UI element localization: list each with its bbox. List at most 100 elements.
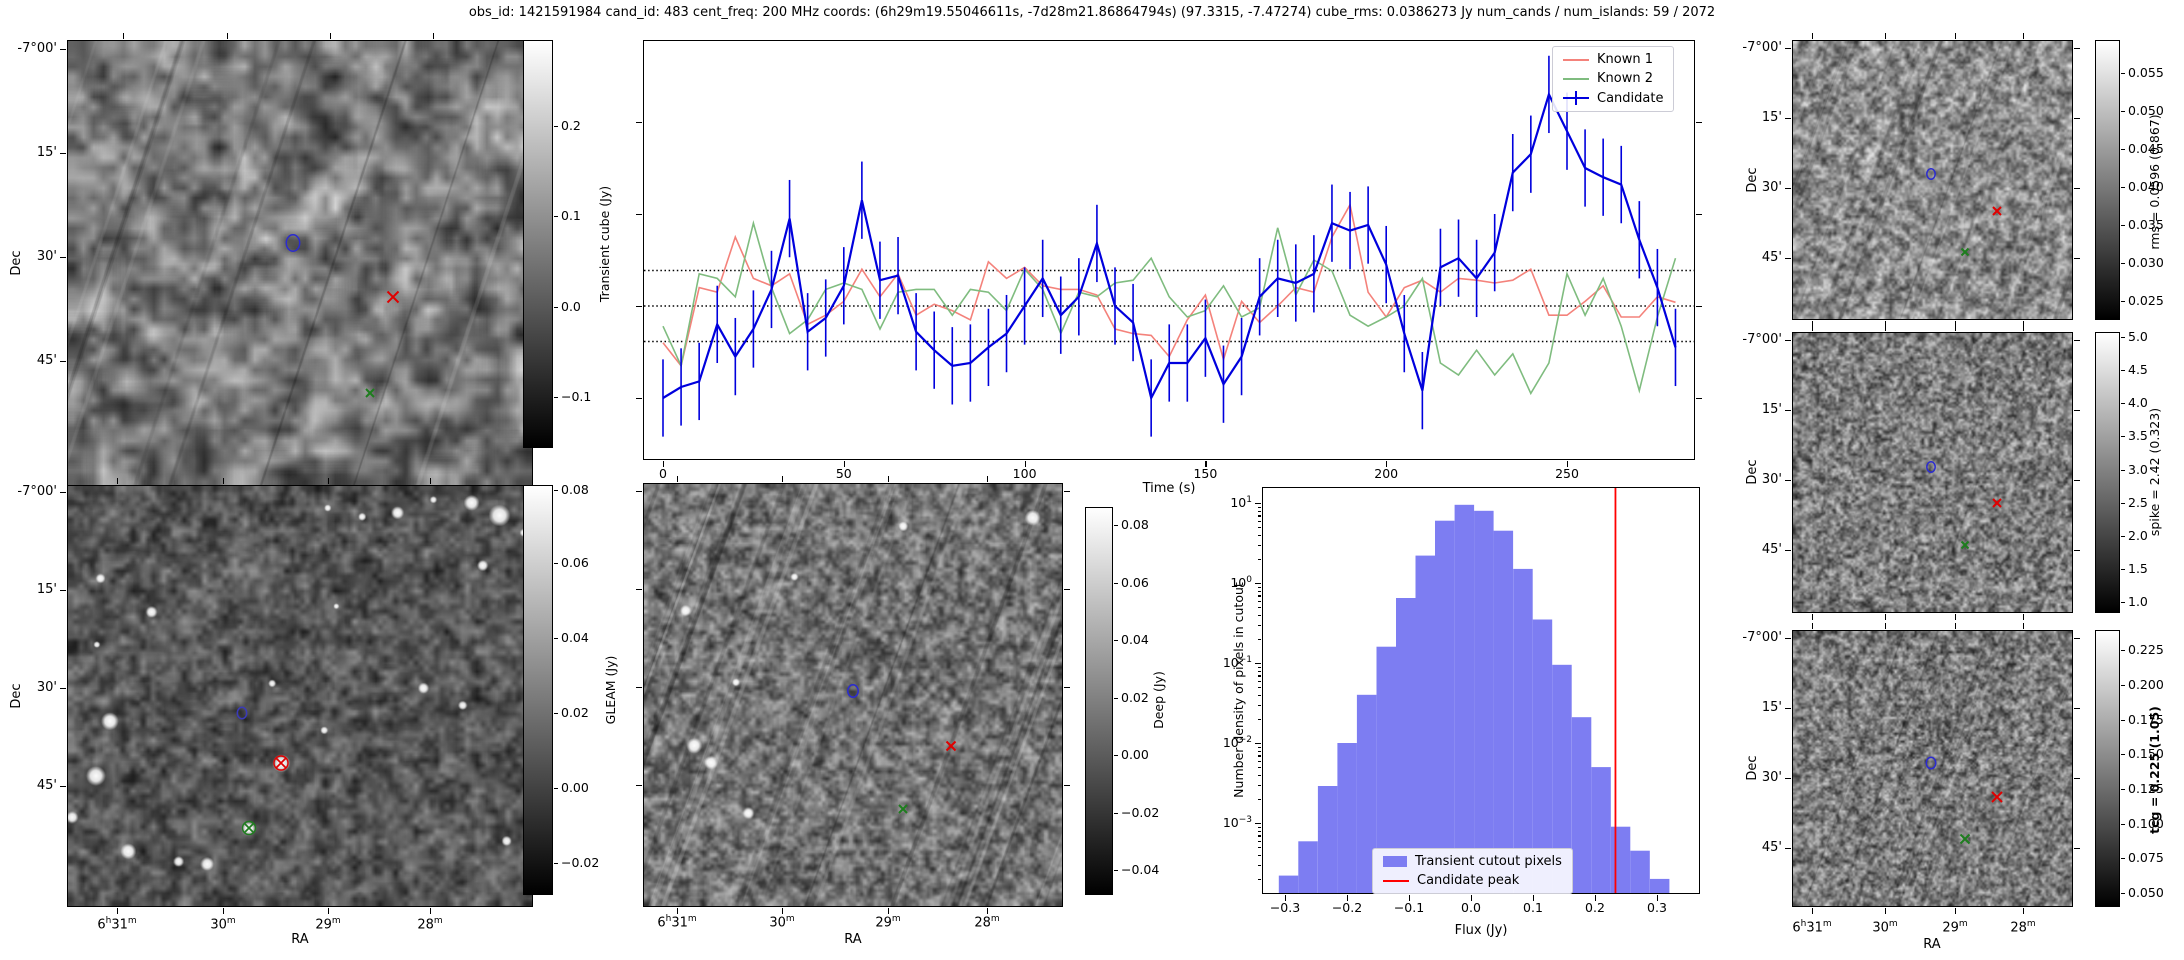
axis-tick (2074, 340, 2080, 342)
known2-legend-label: Known 2 (1597, 71, 1653, 86)
axis-tick (1114, 640, 1118, 642)
candidate-legend-label: Candidate (1597, 90, 1664, 106)
dec-tick-label: 45' (1761, 541, 1782, 557)
decorative: m (1822, 919, 1832, 929)
axis-tick (1257, 558, 1261, 561)
decorative (1925, 756, 1937, 770)
ra-tick-label: 6h31m (97, 916, 137, 933)
axis-tick (1347, 895, 1349, 901)
decorative: −2 (1238, 735, 1252, 746)
axis-tick (1255, 503, 1261, 505)
y-tick-label: 101 (1230, 495, 1252, 511)
colorbar-tick-label: 4.5 (2128, 362, 2148, 378)
axis-tick (888, 476, 890, 482)
axis-tick (2074, 638, 2080, 640)
axis-tick (2074, 258, 2080, 260)
decorative (236, 706, 248, 720)
axis-tick (554, 216, 558, 218)
axis-tick (1257, 826, 1261, 828)
axis-tick (60, 153, 66, 155)
axis-tick (677, 476, 679, 482)
decorative (386, 290, 400, 304)
colorbar-tick-label: 2.0 (2128, 528, 2148, 544)
y-tick-label: 100 (1230, 575, 1252, 591)
colorbar-tick-label: 0.06 (561, 555, 589, 571)
known1-x-marker (1990, 791, 2003, 804)
colorbar-tick-label: 0.125 (2128, 781, 2164, 797)
axis-tick (1257, 835, 1261, 837)
candidate-circle-marker (1925, 756, 1937, 770)
axis-tick (1285, 895, 1287, 901)
decorative (241, 821, 257, 836)
dec-tick-label: -7°00' (1742, 331, 1782, 347)
dec-tick-label: 15' (1761, 401, 1782, 417)
colorbar-tick-label: 0.0 (561, 299, 581, 315)
axis-tick (2121, 225, 2125, 227)
axis-tick (2121, 370, 2125, 372)
colorbar-tick-label: 0.050 (2128, 103, 2164, 119)
histogram-bar (1415, 555, 1435, 893)
decorative (946, 740, 957, 751)
axis-tick (1257, 670, 1261, 672)
flux-histogram-plot (1262, 487, 1700, 894)
axis-tick (1955, 325, 1957, 331)
decorative: m (331, 916, 341, 926)
transient-cutout-image (68, 41, 532, 486)
histogram-ylabel: Number density of pixels in cutout (1231, 582, 1247, 798)
axis-tick (1955, 33, 1957, 39)
axis-tick (328, 908, 330, 914)
decorative (1991, 205, 2002, 216)
tcg-colorbar (2095, 630, 2120, 907)
x-marker-icon (898, 804, 908, 814)
axis-tick (1257, 534, 1261, 537)
decorative (1925, 460, 1936, 473)
decorative: m (687, 914, 697, 924)
decorative (643, 40, 1695, 460)
tcg-dec-axis-label: Dec (1744, 755, 1760, 781)
decorative: m (226, 916, 236, 926)
histogram-bar (1396, 598, 1416, 893)
deep-ra-axis-label: RA (844, 932, 862, 947)
deep-colorbar-label: Deep (Jy) (1151, 671, 1167, 729)
known1-legend-label: Known 1 (1597, 52, 1653, 67)
axis-tick (1955, 321, 1957, 327)
legend-item-candidate-peak: Candidate peak (1383, 873, 1562, 888)
axis-tick (1885, 321, 1887, 327)
y-tick-label: 10−2 (1222, 735, 1252, 751)
decorative: m (2026, 919, 2036, 929)
axis-tick (117, 478, 119, 484)
dec-tick-label: 30' (1761, 471, 1782, 487)
axis-tick (636, 589, 642, 591)
axis-tick (1257, 515, 1261, 517)
dec-tick-label: 45' (36, 777, 57, 793)
axis-tick (1885, 908, 1887, 914)
axis-tick (1255, 583, 1261, 585)
axis-tick (663, 461, 665, 467)
colorbar-tick-label: 0.02 (561, 705, 589, 721)
axis-tick (1114, 525, 1118, 527)
spike-colorbar (2095, 332, 2120, 613)
colorbar-tick-label: 0.025 (2128, 293, 2164, 309)
gleam-colorbar-label: GLEAM (Jy) (603, 655, 619, 725)
colorbar-tick-label: 0.02 (1121, 690, 1149, 706)
x-marker-icon (1959, 833, 1970, 844)
legend-item-cutout-pixels: Transient cutout pixels (1383, 854, 1562, 869)
x-marker-icon (946, 740, 957, 751)
ra-tick-label: 29m (1942, 919, 1968, 936)
axis-tick (554, 126, 558, 128)
colorbar-tick-label: 3.5 (2128, 428, 2148, 444)
x-tick-label: 100 (1012, 466, 1037, 481)
axis-tick (1785, 118, 1791, 120)
axis-tick (636, 398, 642, 400)
ra-tick-label: 28m (974, 914, 1000, 931)
decorative: h (665, 914, 672, 924)
axis-tick (1114, 813, 1118, 815)
colorbar-tick-label: −0.04 (1121, 862, 1160, 878)
histogram-bar (1571, 717, 1592, 893)
axis-tick (1257, 638, 1261, 641)
axis-tick (554, 307, 558, 309)
axis-tick (60, 49, 66, 51)
axis-tick (1785, 258, 1791, 260)
axis-tick (1064, 687, 1070, 689)
known1-x-marker (1991, 498, 2002, 508)
